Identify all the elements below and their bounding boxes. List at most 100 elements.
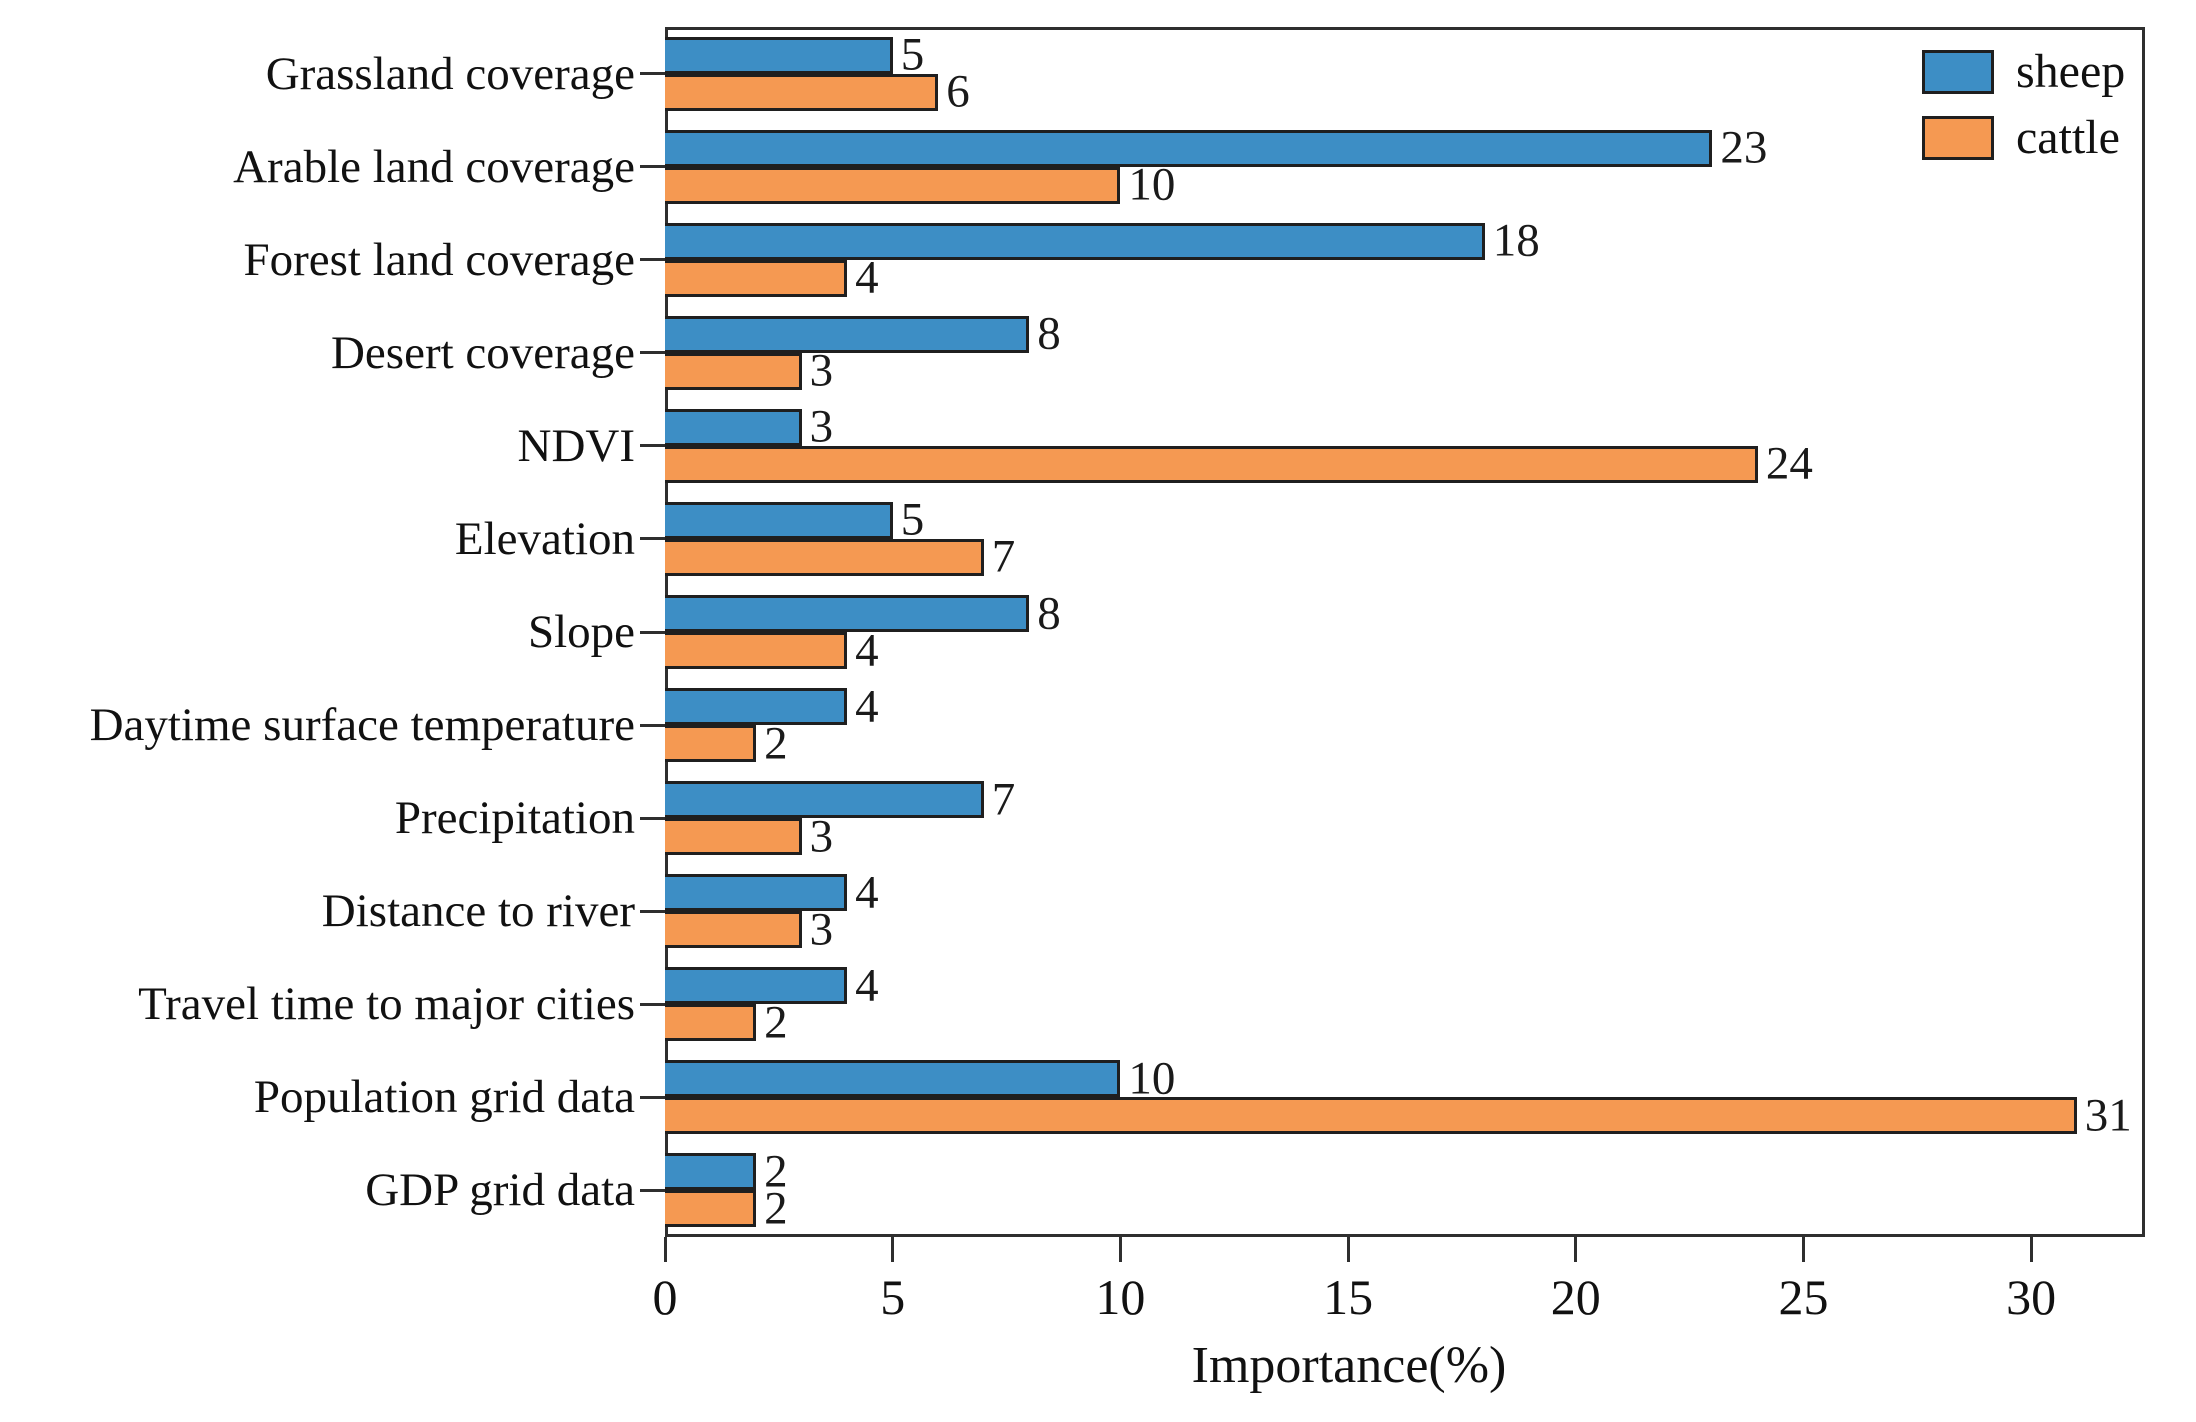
bar-cattle	[665, 73, 939, 111]
x-tick-label: 30	[2006, 1269, 2057, 1325]
bar-value-label: 31	[2084, 1089, 2132, 1142]
bar-cattle	[665, 1190, 757, 1228]
bar-cattle	[665, 1004, 757, 1042]
y-tick-mark	[640, 1095, 665, 1099]
y-tick-mark	[640, 537, 665, 541]
bar-value-label: 3	[809, 344, 834, 397]
legend-label-cattle: cattle	[2016, 111, 2120, 164]
x-tick-label: 15	[1323, 1269, 1374, 1325]
category-label: Population grid data	[253, 1071, 635, 1124]
legend-swatch-sheep	[1922, 50, 1994, 94]
y-tick-mark	[640, 816, 665, 820]
bar-value-label: 4	[855, 959, 879, 1012]
x-axis-title: Importance(%)	[1191, 1337, 1507, 1394]
y-tick-mark	[640, 1188, 665, 1192]
bar-value-label: 8	[1037, 307, 1061, 360]
bar-value-label: 10	[1128, 158, 1176, 211]
x-tick-label: 20	[1550, 1269, 1601, 1325]
bar-sheep	[665, 688, 848, 726]
x-tick-mark	[1801, 1237, 1805, 1262]
legend-swatch-cattle	[1922, 116, 1994, 160]
bar-sheep	[665, 1153, 757, 1191]
bar-cattle	[665, 166, 1121, 204]
y-tick-mark	[640, 909, 665, 913]
bar-value-label: 3	[809, 400, 834, 453]
category-label: GDP grid data	[365, 1164, 635, 1217]
bar-cattle	[665, 445, 1758, 483]
bar-sheep	[665, 36, 893, 74]
category-label: Grassland coverage	[265, 47, 635, 100]
legend-item-sheep: sheep	[1922, 48, 2125, 96]
x-tick-mark	[1346, 1237, 1350, 1262]
y-tick-mark	[640, 258, 665, 262]
bar-value-label: 6	[946, 65, 970, 118]
bar-sheep	[665, 781, 984, 819]
bar-value-label: 8	[1037, 587, 1061, 639]
bar-value-label: 2	[764, 1145, 788, 1198]
bar-value-label: 4	[855, 251, 879, 304]
bar-cattle	[665, 1097, 2077, 1135]
bar-sheep	[665, 595, 1030, 632]
x-tick-mark	[1118, 1237, 1122, 1262]
bar-sheep	[665, 129, 1713, 167]
category-label: Distance to river	[321, 885, 635, 938]
bar-cattle	[665, 911, 802, 949]
x-tick-label: 25	[1778, 1269, 1829, 1325]
bar-sheep	[665, 222, 1485, 260]
category-label: Arable land coverage	[233, 140, 635, 193]
x-tick-label: 0	[652, 1269, 678, 1325]
y-tick-mark	[640, 630, 665, 634]
bar-cattle	[665, 632, 848, 669]
x-tick-label: 10	[1095, 1269, 1146, 1325]
x-tick-mark	[2029, 1237, 2033, 1262]
category-label: Forest land coverage	[243, 233, 635, 286]
bar-cattle	[665, 818, 802, 856]
bar-value-label: 23	[1720, 121, 1768, 174]
bar-value-label: 5	[900, 28, 925, 81]
category-label: Desert coverage	[330, 326, 635, 379]
category-label: Slope	[527, 606, 635, 658]
plot-area	[665, 27, 2145, 1237]
bar-sheep	[665, 315, 1030, 353]
bar-value-label: 18	[1492, 214, 1540, 267]
y-tick-mark	[640, 1002, 665, 1006]
bar-value-label: 7	[991, 530, 1016, 583]
bar-value-label: 3	[809, 810, 834, 863]
bar-cattle	[665, 352, 802, 390]
bar-value-label: 7	[991, 773, 1016, 826]
x-tick-label: 5	[880, 1269, 906, 1325]
bar-sheep	[665, 408, 802, 446]
category-label: Precipitation	[394, 792, 635, 845]
x-tick-mark	[891, 1237, 895, 1262]
bar-value-label: 24	[1765, 437, 1813, 490]
bar-value-label: 3	[809, 903, 834, 956]
legend-label-sheep: sheep	[2016, 45, 2126, 98]
legend-item-cattle: cattle	[1922, 114, 2125, 162]
legend: sheep cattle	[1922, 48, 2125, 180]
bar-sheep	[665, 1060, 1121, 1098]
category-label: Daytime surface temperature	[89, 699, 635, 752]
bar-value-label: 4	[855, 866, 879, 919]
x-tick-mark	[663, 1237, 667, 1262]
bar-value-label: 4	[855, 680, 879, 733]
category-label: NDVI	[517, 419, 635, 472]
category-label: Elevation	[454, 512, 635, 565]
x-tick-mark	[1574, 1237, 1578, 1262]
bar-value-label: 2	[764, 996, 788, 1049]
bar-sheep	[665, 967, 848, 1005]
y-tick-mark	[640, 72, 665, 76]
y-tick-mark	[640, 723, 665, 727]
bar-sheep	[665, 874, 848, 912]
bar-cattle	[665, 259, 848, 297]
bar-value-label: 2	[764, 1182, 788, 1235]
category-label: Travel time to major cities	[138, 978, 635, 1031]
bar-value-label: 2	[764, 717, 788, 770]
y-tick-mark	[640, 165, 665, 169]
bar-value-label: 10	[1128, 1052, 1176, 1105]
y-tick-mark	[640, 444, 665, 448]
bar-value-label: 4	[855, 624, 879, 676]
bar-value-label: 5	[900, 493, 925, 546]
bar-cattle	[665, 725, 757, 763]
bar-cattle	[665, 538, 984, 576]
